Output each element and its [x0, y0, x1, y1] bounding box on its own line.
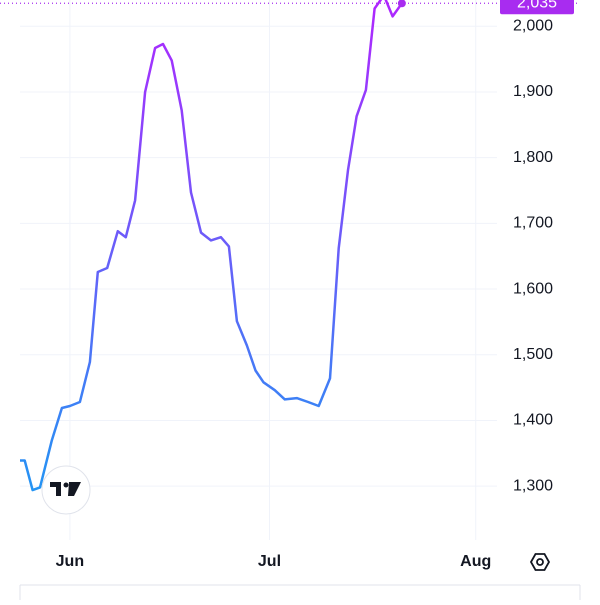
y-tick-label: 1,800 — [513, 149, 553, 166]
settings-icon — [529, 553, 551, 571]
y-tick-label: 1,400 — [513, 412, 553, 429]
settings-button[interactable] — [529, 553, 551, 571]
x-tick-label: Jun — [56, 553, 84, 570]
last-value-box — [500, 0, 574, 15]
logo-mark — [50, 482, 81, 496]
grid — [20, 0, 497, 540]
y-tick-label: 1,600 — [513, 280, 553, 297]
y-tick-label: 2,000 — [513, 17, 553, 34]
last-value-dot — [397, 0, 406, 8]
y-tick-label: 1,300 — [513, 477, 553, 494]
x-tick-label: Aug — [460, 553, 491, 570]
logo-circle — [41, 465, 91, 515]
last-value-label: 2,035 — [517, 0, 557, 12]
y-tick-label: 1,500 — [513, 346, 553, 363]
plot — [0, 0, 580, 492]
y-tick-label: 1,700 — [513, 215, 553, 232]
logo[interactable] — [41, 465, 91, 515]
logo-dot — [63, 482, 69, 488]
settings-icon-center — [536, 558, 544, 566]
x-tick-label: Jul — [258, 553, 281, 570]
price-line — [20, 0, 403, 492]
y-tick-label: 1,900 — [513, 83, 553, 100]
labels: 1,300 1,400 1,500 1,600 1,700 1,800 1,900 2,000… — [56, 0, 574, 570]
